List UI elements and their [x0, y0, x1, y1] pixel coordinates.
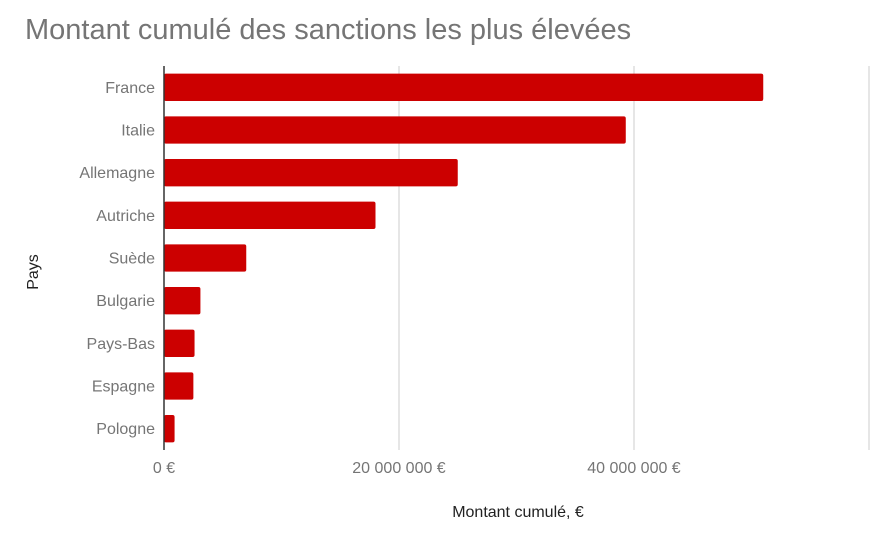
chart-title: Montant cumulé des sanctions les plus él…	[25, 14, 632, 46]
category-label: France	[105, 80, 155, 97]
category-label: Autriche	[96, 208, 155, 225]
bar-autriche	[164, 201, 376, 229]
bar-allemagne	[164, 159, 458, 187]
category-label: Bulgarie	[96, 293, 155, 310]
x-axis-label: Montant cumulé, €	[452, 504, 584, 521]
bar-italie	[164, 116, 626, 144]
category-label: Allemagne	[79, 165, 155, 182]
x-tick-label: 0 €	[153, 460, 175, 477]
category-label: Espagne	[92, 379, 155, 396]
bar-france	[164, 73, 764, 101]
x-tick-label: 40 000 000 €	[587, 460, 681, 477]
bar-pologne	[164, 415, 175, 443]
x-tick-labels: 0 € 20 000 000 € 40 000 000 €	[153, 460, 681, 477]
category-label: Italie	[121, 123, 155, 140]
category-label: Pays-Bas	[87, 336, 155, 353]
bars	[164, 73, 764, 443]
bar-su-de	[164, 244, 247, 272]
category-labels: France Italie Allemagne Autriche Suède Bulgar…	[79, 80, 155, 438]
y-axis-label: Pays	[25, 254, 42, 290]
bar-espagne	[164, 372, 194, 400]
category-label: Suède	[109, 251, 155, 268]
bar-pays-bas	[164, 329, 195, 357]
x-tick-label: 20 000 000 €	[352, 460, 446, 477]
category-label: Pologne	[96, 421, 155, 438]
bar-bulgarie	[164, 287, 201, 315]
